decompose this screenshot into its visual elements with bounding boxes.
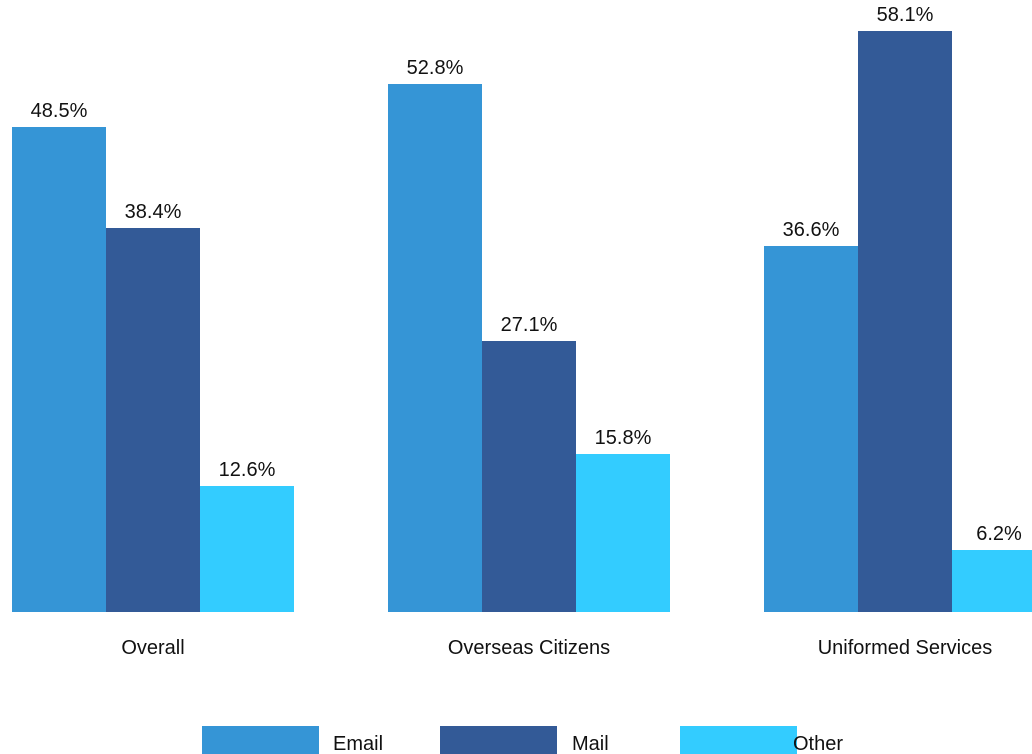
- legend-swatch-other: [680, 726, 797, 754]
- bar-overall-mail: [106, 228, 200, 612]
- bar-uniformed-services-mail: [858, 31, 952, 612]
- bar-overseas-citizens-other: [576, 454, 670, 612]
- category-label-overall: Overall: [121, 637, 184, 659]
- category-labels-group: Overall Overseas Citizens Uniformed Servic…: [121, 637, 992, 659]
- data-label-overall-mail: 38.4%: [125, 201, 182, 223]
- bars-group: [12, 31, 1032, 612]
- data-label-overseas-citizens-email: 52.8%: [407, 57, 464, 79]
- data-label-overseas-citizens-mail: 27.1%: [501, 314, 558, 336]
- data-label-overseas-citizens-other: 15.8%: [595, 427, 652, 449]
- category-label-uniformed-services: Uniformed Services: [818, 637, 993, 659]
- bar-overseas-citizens-mail: [482, 341, 576, 612]
- data-label-overall-other: 12.6%: [219, 459, 276, 481]
- category-label-overseas-citizens: Overseas Citizens: [448, 637, 610, 659]
- legend-label-email: Email: [333, 733, 383, 754]
- data-label-uniformed-services-other: 6.2%: [976, 523, 1022, 545]
- legend-label-other: Other: [793, 733, 843, 754]
- data-label-overall-email: 48.5%: [31, 100, 88, 122]
- value-labels-group: 48.5% 38.4% 12.6% 52.8% 27.1% 15.8% 36.6% 58.1%…: [31, 4, 1022, 545]
- data-label-uniformed-services-mail: 58.1%: [877, 4, 934, 26]
- bar-overall-email: [12, 127, 106, 612]
- bar-uniformed-services-other: [952, 550, 1032, 612]
- bar-uniformed-services-email: [764, 246, 858, 612]
- legend-swatch-email: [202, 726, 319, 754]
- legend-swatch-mail: [440, 726, 557, 754]
- bar-overseas-citizens-email: [388, 84, 482, 612]
- legend-label-mail: Mail: [572, 733, 609, 754]
- data-label-uniformed-services-email: 36.6%: [783, 219, 840, 241]
- bar-overall-other: [200, 486, 294, 612]
- legend: Email Mail Other: [202, 726, 843, 754]
